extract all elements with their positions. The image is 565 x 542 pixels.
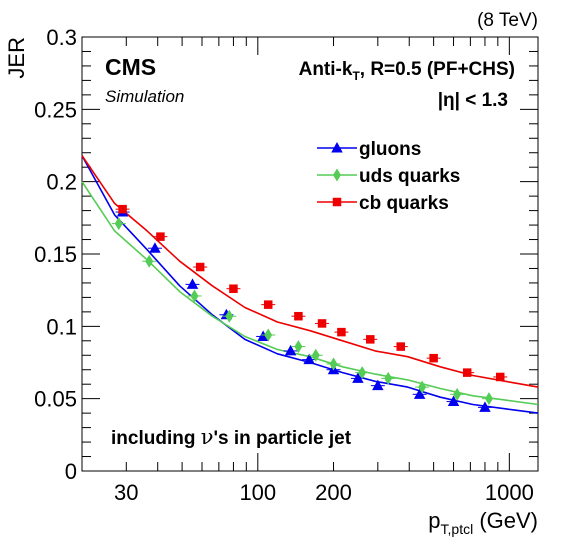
data-point <box>186 278 199 289</box>
data-point <box>384 371 393 385</box>
x-tick-label: 200 <box>315 480 352 505</box>
legend-label: gluons <box>359 139 421 160</box>
data-point <box>418 380 427 394</box>
x-tick-label: 1000 <box>485 480 534 505</box>
data-point <box>372 379 384 391</box>
data-point <box>311 348 320 362</box>
y-tick-label: 0.1 <box>46 314 77 339</box>
legend-label: cb quarks <box>359 193 449 214</box>
data-point <box>337 327 346 337</box>
data-point <box>225 309 234 323</box>
x-tick-label: 30 <box>114 480 138 505</box>
simulation-label: Simulation <box>105 87 184 106</box>
cms-label: CMS <box>105 54 156 80</box>
y-tick-label: 0.05 <box>34 387 77 412</box>
axis-ticks <box>81 36 538 472</box>
x-axis-title-unit: (GeV) <box>473 508 538 533</box>
data-point <box>329 357 338 371</box>
x-tick-label: 100 <box>239 480 276 505</box>
data-point <box>156 232 165 241</box>
data-point <box>118 204 127 214</box>
y-tick-label: 0 <box>65 459 77 484</box>
data-markers <box>111 204 508 412</box>
eta-label: |η| < 1.3 <box>438 90 508 111</box>
data-point <box>479 401 491 412</box>
annotation-suffix: 's in particle jet <box>214 428 352 449</box>
data-point <box>366 335 375 344</box>
x-axis-title-subscript: T,ptcl <box>441 521 474 537</box>
data-point <box>396 342 405 351</box>
data-point <box>257 330 269 341</box>
y-tick-label: 0.15 <box>34 242 77 267</box>
corner-label: (8 TeV) <box>477 10 538 31</box>
x-axis-title: pT,ptcl (GeV) <box>428 508 538 537</box>
data-point <box>190 289 199 303</box>
data-point <box>429 353 438 363</box>
data-point <box>358 366 367 380</box>
data-point <box>453 387 462 401</box>
data-point <box>229 284 238 293</box>
legend-marker <box>332 197 342 207</box>
x-axis-title-main: p <box>428 508 440 533</box>
data-point <box>495 372 505 382</box>
legend-marker <box>331 142 343 153</box>
data-point <box>263 300 273 309</box>
axis-tick-labels: 30 100 200 1000 0 0.05 0.1 0.15 0.2 0.25 0.3 <box>34 25 534 505</box>
data-point <box>462 368 472 377</box>
data-point <box>264 328 273 342</box>
fit-curve <box>81 155 539 388</box>
y-axis-title: JER <box>4 37 29 79</box>
legend-label: uds quarks <box>359 166 460 187</box>
data-point <box>317 319 327 328</box>
data-point <box>484 392 493 406</box>
data-point <box>294 340 303 354</box>
annotation-nu: ν <box>201 425 214 449</box>
legend: gluons uds quarks cb quarks <box>317 139 460 214</box>
y-tick-label: 0.2 <box>46 170 77 195</box>
y-tick-label: 0.3 <box>46 25 77 50</box>
legend-marker <box>333 168 341 182</box>
annotation-prefix: including <box>111 428 201 449</box>
algorithm-label-prefix: Anti-k <box>299 59 353 80</box>
data-point <box>413 388 426 399</box>
data-point <box>447 395 460 407</box>
data-point <box>294 311 303 321</box>
y-tick-label: 0.25 <box>34 97 77 122</box>
data-point <box>145 254 154 268</box>
algorithm-label-subscript: T <box>352 69 360 83</box>
algorithm-label-suffix: , R=0.5 (PF+CHS) <box>360 59 515 80</box>
data-point <box>149 242 161 253</box>
data-point <box>303 353 315 365</box>
data-point <box>284 344 297 356</box>
data-point <box>114 217 123 231</box>
data-point <box>195 262 205 272</box>
annotation-text: including ν's in particle jet <box>111 425 352 449</box>
algorithm-label: Anti-kT, R=0.5 (PF+CHS) <box>299 59 515 83</box>
data-point <box>352 372 364 383</box>
